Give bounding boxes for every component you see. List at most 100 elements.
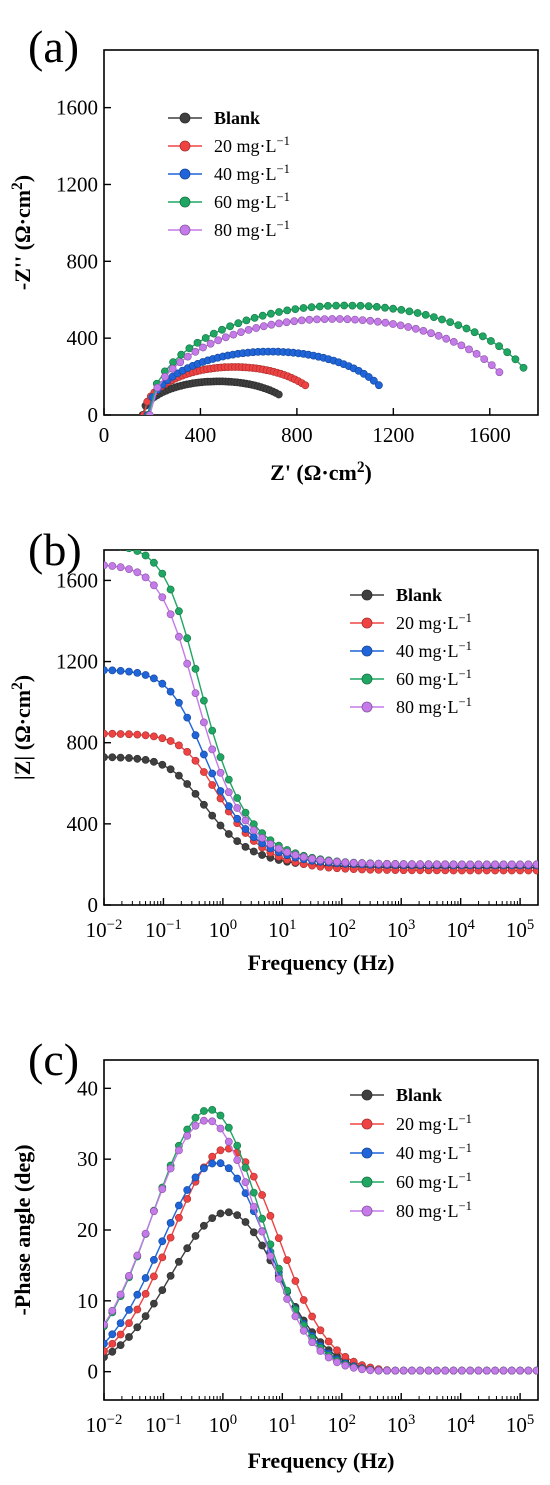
data-point [474,1366,483,1375]
data-point [299,853,308,861]
data-point [104,666,108,674]
data-point [374,859,383,868]
data-point [104,1347,108,1356]
data-point [206,339,215,348]
data-point [183,1186,192,1194]
data-point [328,315,337,323]
data-point [258,834,266,842]
data-point [191,1173,200,1182]
data-point [169,358,177,367]
data-point [466,860,475,869]
x-tick-label: 400 [185,423,217,447]
plot-area [104,1106,538,1375]
data-point [104,753,108,762]
data-point [258,1214,266,1223]
data-point [275,319,283,328]
data-point [424,1366,433,1375]
data-point [252,324,261,332]
legend-label: 60 mg·L−1 [396,1170,472,1192]
data-point [374,381,383,390]
data-point [233,1174,242,1183]
data-point [381,318,390,327]
data-point [208,1117,217,1126]
data-point [149,558,158,567]
data-point [457,860,466,869]
data-point [183,780,192,788]
chart-panel-b: (b) 0 400 800 1200 1600 10−2 10−1 100 101 102 103 10… [9,524,539,975]
data-point [216,1146,225,1155]
data-point [249,826,258,835]
data-point [174,1257,183,1266]
data-point [381,303,389,312]
data-point [224,1137,233,1146]
data-point [335,315,344,323]
data-point [183,1195,192,1203]
data-point [315,302,324,311]
data-point [233,794,242,802]
data-point [161,372,169,381]
data-point [199,1221,208,1230]
data-point [283,1295,291,1303]
x-tick-label: 104 [446,1412,475,1437]
data-point [166,1233,175,1242]
data-point [308,1312,316,1321]
data-point [449,337,458,346]
data-point [166,1219,175,1227]
legend-marker [179,196,191,208]
data-point [199,800,208,809]
plot-frame [103,49,539,416]
data-point [158,569,167,578]
data-point [141,756,150,764]
data-point [191,347,200,356]
data-point [116,1341,125,1349]
data-point [233,804,242,812]
data-point [495,368,504,377]
legend-marker [361,1118,373,1130]
data-point [141,1274,150,1282]
data-point [323,301,332,310]
data-point [125,565,133,573]
data-point [301,381,310,390]
legend-label: 80 mg·L−1 [396,695,472,717]
data-point [133,754,142,763]
x-tick-label: 102 [328,1412,356,1437]
data-point [480,355,489,363]
data-point [503,348,512,357]
series-3 [144,301,528,415]
legend-label: Blank [396,1085,442,1105]
data-point [158,734,167,743]
data-point [532,1366,538,1375]
y-tick-label: 0 [88,893,99,917]
data-point [424,860,433,869]
data-point [191,1121,200,1130]
data-point [241,843,250,851]
legend-marker [361,617,373,629]
data-point [208,726,217,735]
data-point [258,1227,266,1236]
data-point [249,833,258,841]
data-point [349,1363,358,1372]
data-point [216,1159,225,1168]
data-point [313,315,321,324]
data-point [305,315,314,324]
data-point [116,1330,125,1339]
x-axis-title: Z' (Ω·cm2) [270,459,372,486]
data-point [249,1202,258,1211]
data-point [482,860,491,869]
data-point [224,1123,233,1132]
data-point [516,1366,524,1375]
x-tick-label: 103 [387,917,415,942]
legend-label: 80 mg·L−1 [396,1199,472,1221]
data-point [241,816,250,825]
data-point [487,361,496,369]
data-point [427,329,435,338]
data-point [333,1358,341,1367]
data-point [449,860,458,869]
data-point [149,1272,158,1281]
data-point [507,1366,516,1375]
data-point [249,1172,258,1181]
plot-frame [103,549,539,906]
data-point [399,860,408,868]
data-point [174,1201,183,1210]
plot-area [138,301,528,415]
